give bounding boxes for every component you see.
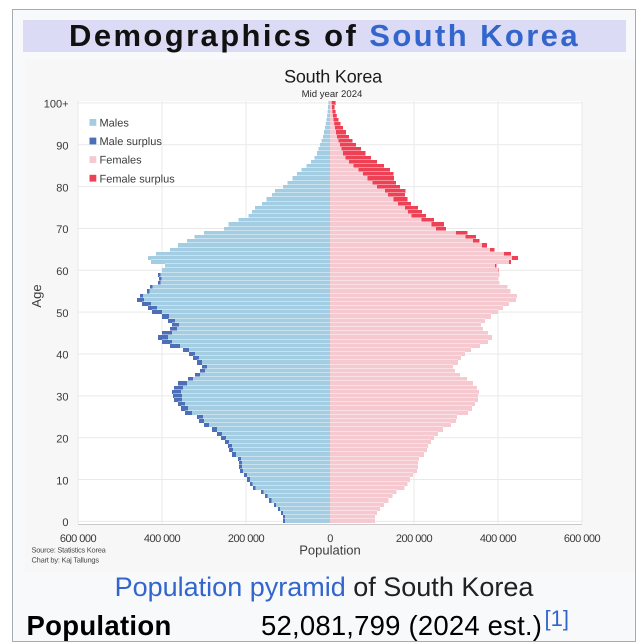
svg-text:Mid year 2024: Mid year 2024 <box>302 89 363 100</box>
svg-text:Female surplus: Female surplus <box>100 173 176 185</box>
svg-text:Source: Statistics Korea: Source: Statistics Korea <box>32 546 107 555</box>
svg-text:600 000: 600 000 <box>60 533 97 545</box>
svg-text:70: 70 <box>56 224 68 236</box>
svg-text:South Korea: South Korea <box>284 67 383 87</box>
svg-text:30: 30 <box>56 392 68 404</box>
svg-text:10: 10 <box>56 475 68 487</box>
svg-text:200 000: 200 000 <box>228 533 265 545</box>
svg-text:50: 50 <box>56 308 68 320</box>
svg-text:0: 0 <box>62 517 68 529</box>
svg-text:Males: Males <box>100 118 130 130</box>
svg-text:60: 60 <box>56 266 68 278</box>
svg-text:40: 40 <box>56 350 68 362</box>
svg-text:Chart by: Kaj Tallungs: Chart by: Kaj Tallungs <box>32 556 100 565</box>
svg-text:600 000: 600 000 <box>564 533 601 545</box>
svg-text:80: 80 <box>56 182 68 194</box>
svg-text:20: 20 <box>56 433 68 445</box>
svg-text:0: 0 <box>327 533 333 545</box>
svg-text:Male surplus: Male surplus <box>100 136 163 148</box>
svg-text:90: 90 <box>56 140 68 152</box>
svg-text:Age: Age <box>29 284 44 307</box>
svg-text:Females: Females <box>100 155 143 167</box>
svg-text:100+: 100+ <box>44 99 69 111</box>
svg-text:200 000: 200 000 <box>396 533 433 545</box>
svg-text:400 000: 400 000 <box>144 533 181 545</box>
svg-text:400 000: 400 000 <box>480 533 517 545</box>
svg-text:Population: Population <box>299 543 360 558</box>
